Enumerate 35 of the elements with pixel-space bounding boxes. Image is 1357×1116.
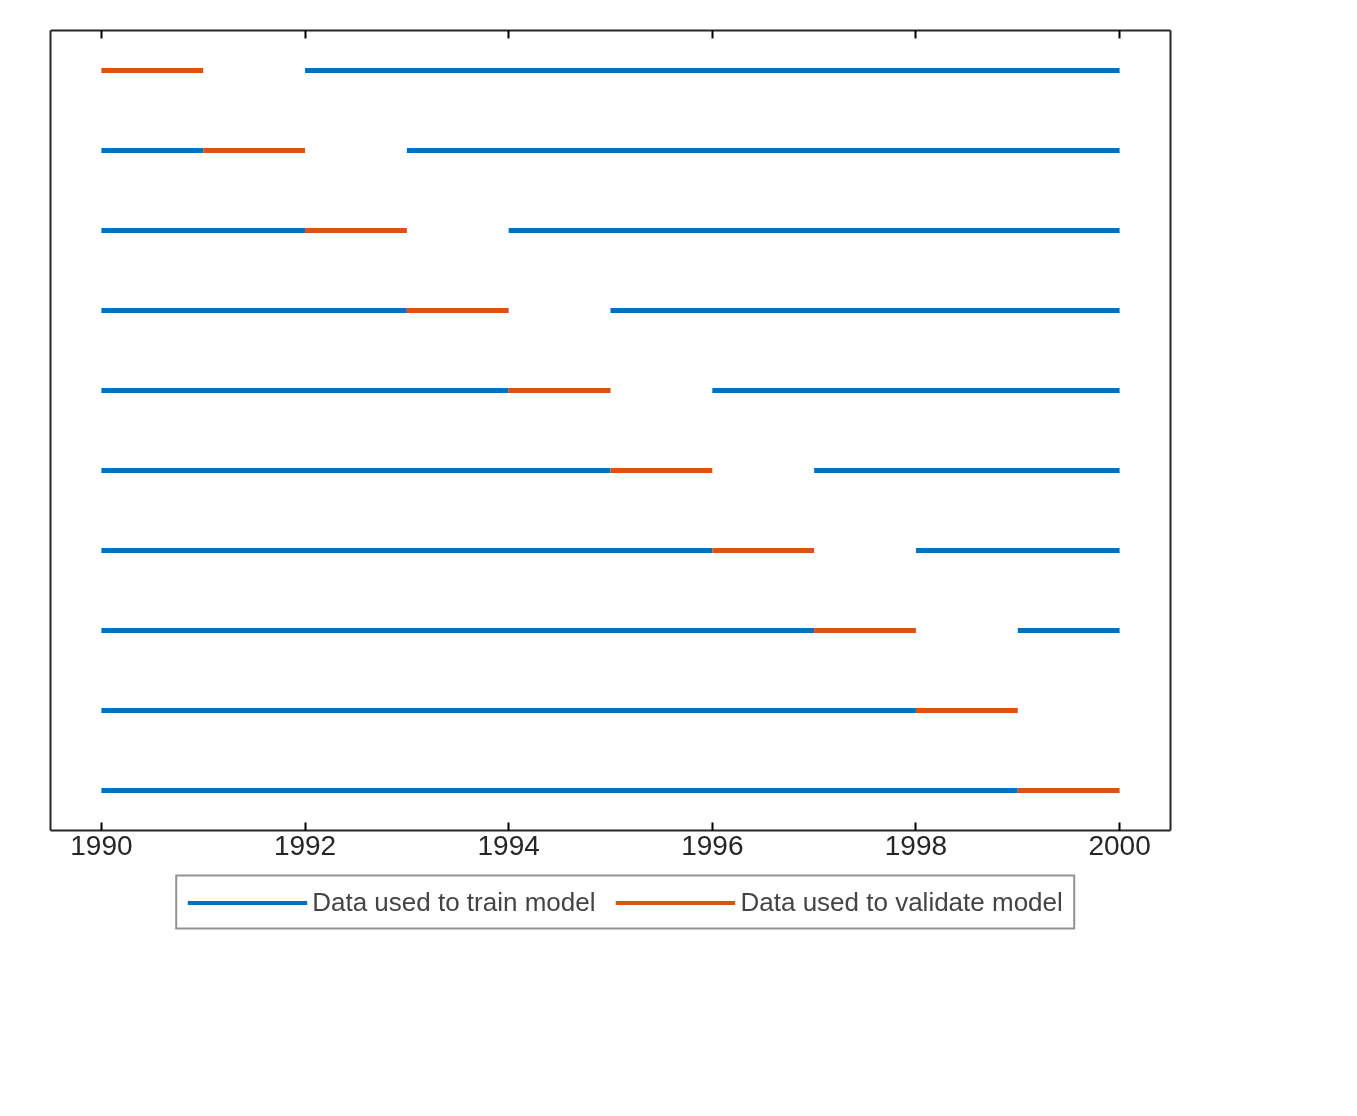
x-tick-label: 1990 — [70, 829, 133, 861]
bar — [101, 388, 509, 393]
bar — [101, 548, 713, 553]
bar — [814, 628, 916, 633]
x-tick-label: 1998 — [884, 829, 948, 861]
bar — [101, 468, 611, 473]
x-tick-label: 2000 — [1088, 829, 1151, 861]
bar — [101, 228, 306, 233]
x-tick-label: 1992 — [273, 829, 337, 861]
bar — [101, 788, 1018, 793]
bar — [508, 388, 611, 393]
bar — [610, 308, 1120, 313]
bar — [712, 548, 815, 553]
bar — [101, 708, 916, 713]
bar — [101, 308, 407, 313]
bar — [203, 148, 306, 153]
bar — [406, 308, 509, 313]
bar — [814, 468, 1120, 473]
bar — [915, 708, 1018, 713]
bar — [610, 468, 713, 473]
legend-label: Data used to train model — [312, 886, 596, 918]
bar — [305, 68, 1120, 73]
bar — [508, 228, 1120, 233]
x-tick-label: 1996 — [681, 829, 744, 861]
bar — [915, 548, 1120, 553]
bar — [1017, 788, 1120, 793]
bar — [305, 228, 407, 233]
bar — [101, 628, 815, 633]
bar — [101, 68, 204, 73]
bar — [1017, 628, 1120, 633]
legend-label: Data used to validate model — [740, 886, 1063, 918]
bar — [406, 148, 1120, 153]
bar — [101, 148, 204, 153]
x-tick-label: 1994 — [477, 829, 540, 861]
bar — [712, 388, 1120, 393]
